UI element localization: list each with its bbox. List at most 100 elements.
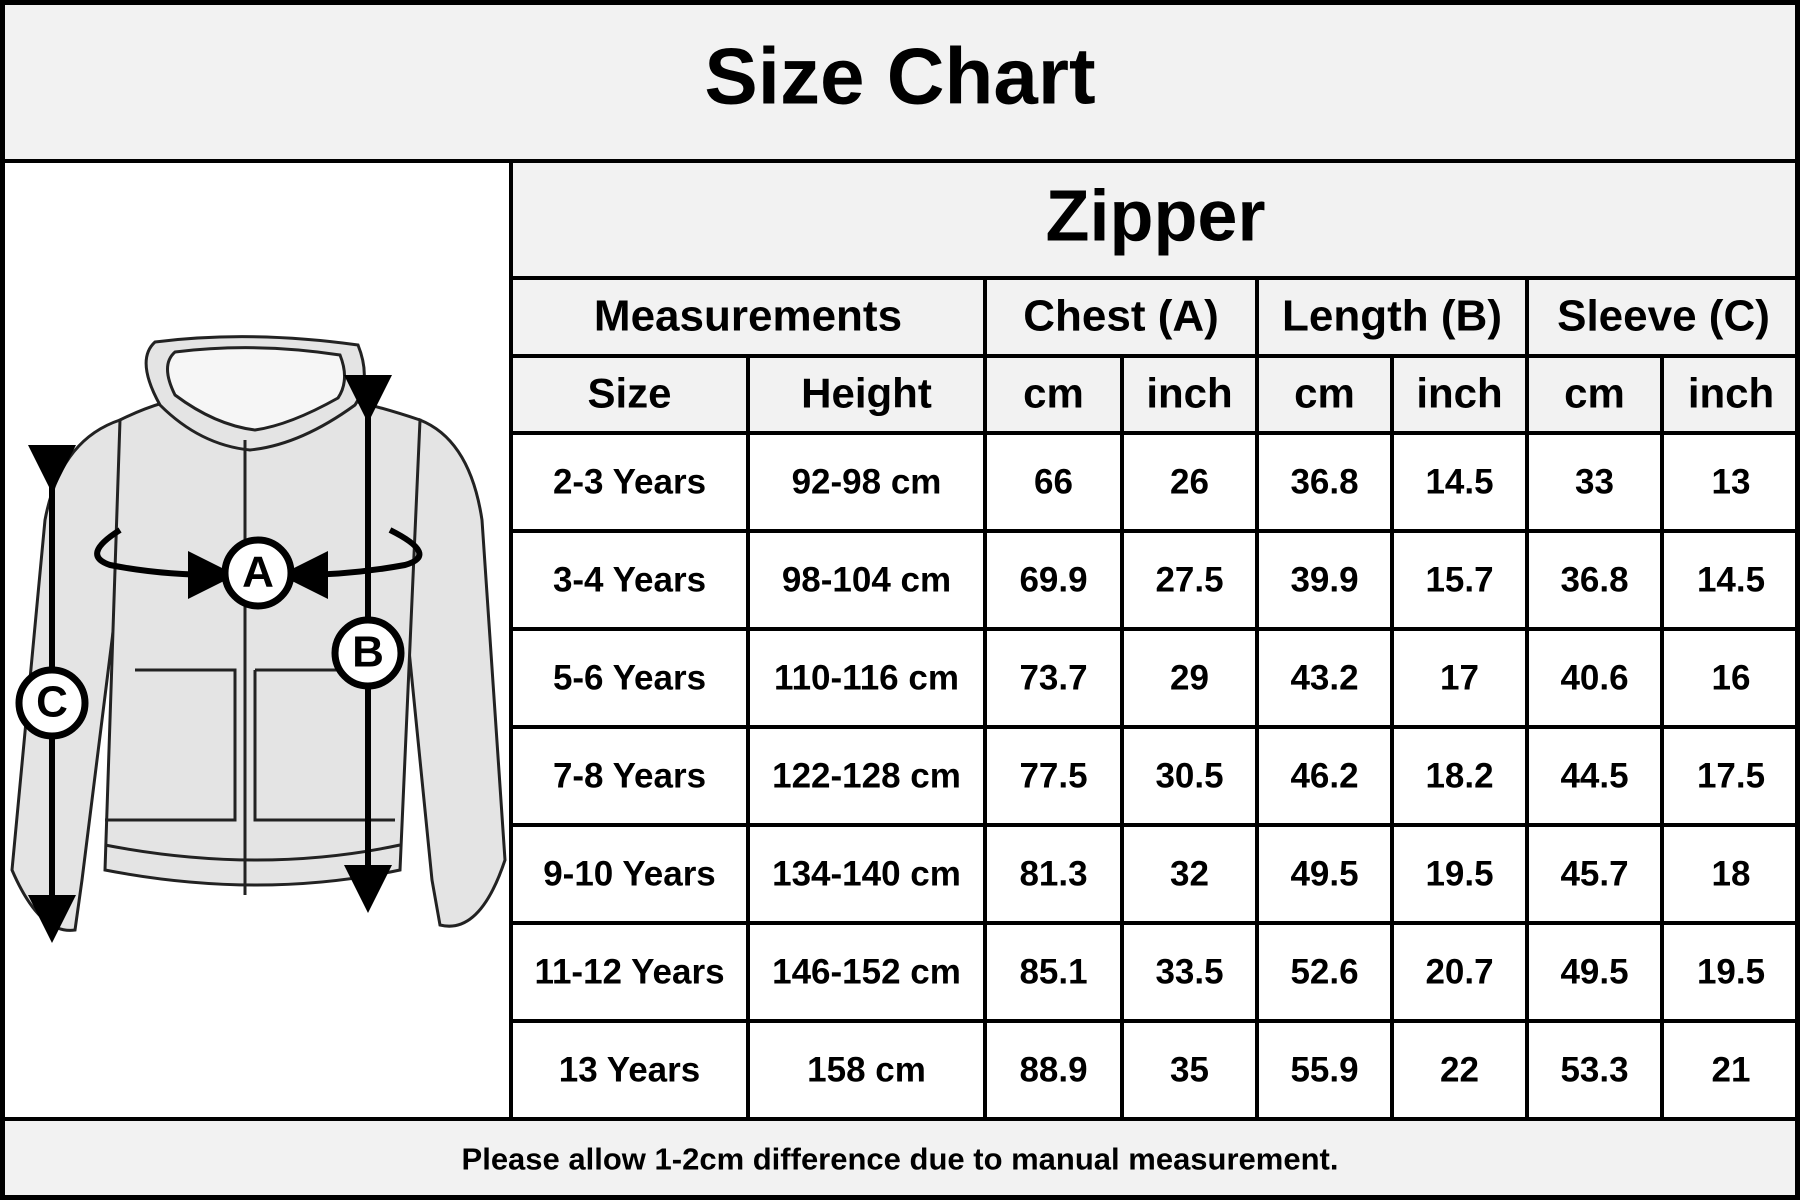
table-cell: 7-8 Years (553, 756, 706, 795)
column-header-cell (1255, 354, 1394, 435)
table-cell-cell (1390, 725, 1529, 827)
table-cell-cell (746, 921, 987, 1023)
label-c: C (36, 678, 68, 727)
table-cell-cell (1390, 921, 1529, 1023)
right-sleeve (398, 417, 507, 928)
table-cell-cell (983, 627, 1124, 729)
table-cell: 33 (1575, 462, 1614, 501)
table-cell-cell (1660, 1019, 1800, 1121)
label-c-circle (15, 666, 89, 740)
table-cell-cell (1660, 627, 1800, 729)
column-header: inch (1146, 370, 1232, 417)
table-cell-cell (1255, 823, 1394, 925)
group-header: Chest (A) (1023, 292, 1219, 341)
table-cell: 98-104 cm (782, 560, 951, 599)
table-cell: 26 (1170, 462, 1209, 501)
table-cell: 13 Years (559, 1050, 700, 1089)
table-cell: 36.8 (1290, 462, 1358, 501)
table-cell-cell (509, 627, 750, 729)
table-cell-cell (509, 1019, 750, 1121)
hoodie-diagram (10, 335, 507, 943)
table-cell: 2-3 Years (553, 462, 706, 501)
table-cell: 122-128 cm (772, 756, 961, 795)
table-cell-cell (1255, 627, 1394, 729)
table-cell: 46.2 (1290, 756, 1358, 795)
table-cell: 32 (1170, 854, 1209, 893)
table-cell: 66 (1034, 462, 1073, 501)
table-cell: 30.5 (1155, 756, 1223, 795)
table-cell-cell (1525, 725, 1664, 827)
table-cell: 20.7 (1425, 952, 1493, 991)
table-cell: 49.5 (1290, 854, 1358, 893)
table-cell: 33.5 (1155, 952, 1223, 991)
table-cell: 53.3 (1560, 1050, 1628, 1089)
column-header: Size (587, 370, 671, 417)
table-cell-cell (1120, 431, 1259, 533)
table-cell-cell (1255, 921, 1394, 1023)
table-cell-cell (1120, 1019, 1259, 1121)
table-cell-cell (1525, 529, 1664, 631)
table-cell: 158 cm (807, 1050, 926, 1089)
table-cell: 27.5 (1155, 560, 1223, 599)
table-cell: 19.5 (1697, 952, 1765, 991)
label-a-circle (221, 536, 295, 610)
table-cell: 17.5 (1697, 756, 1765, 795)
column-header: cm (1023, 370, 1084, 417)
column-header: inch (1416, 370, 1502, 417)
footer-cell (0, 1117, 1800, 1200)
table-cell: 85.1 (1019, 952, 1087, 991)
table-cell: 14.5 (1697, 560, 1765, 599)
column-header: cm (1294, 370, 1355, 417)
table-cell-cell (1120, 529, 1259, 631)
table-cell: 40.6 (1560, 658, 1628, 697)
footer: Please allow 1-2cm difference due to man… (462, 1142, 1339, 1177)
column-header-cell (509, 354, 750, 435)
column-header-cell (1660, 354, 1800, 435)
group-header: Measurements (594, 292, 902, 341)
table-cell: 49.5 (1560, 952, 1628, 991)
table-cell-cell (1525, 1019, 1664, 1121)
table-cell-cell (983, 725, 1124, 827)
table-cell: 81.3 (1019, 854, 1087, 893)
table-cell: 9-10 Years (543, 854, 716, 893)
table-cell: 55.9 (1290, 1050, 1358, 1089)
table-cell: 43.2 (1290, 658, 1358, 697)
table-cell: 16 (1712, 658, 1751, 697)
column-header: cm (1564, 370, 1625, 417)
column-header: Height (801, 370, 932, 417)
arrow-a-right (280, 527, 423, 599)
table-cell: 52.6 (1290, 952, 1358, 991)
table-title-cell (509, 159, 1800, 280)
table-cell: 19.5 (1425, 854, 1493, 893)
table-cell-cell (1660, 921, 1800, 1023)
group-header: Sleeve (C) (1557, 292, 1770, 341)
table-cell: 36.8 (1560, 560, 1628, 599)
left-pocket (105, 668, 237, 822)
table-cell-cell (746, 823, 987, 925)
label-b-circle (331, 616, 405, 690)
table-cell: 146-152 cm (772, 952, 961, 991)
table-cell: 45.7 (1560, 854, 1628, 893)
table-cell: 88.9 (1019, 1050, 1087, 1089)
column-header: inch (1688, 370, 1774, 417)
table-cell-cell (1120, 627, 1259, 729)
table-cell: 17 (1440, 658, 1479, 697)
column-header-cell (1120, 354, 1259, 435)
table-cell-cell (509, 823, 750, 925)
table-cell: 35 (1170, 1050, 1209, 1089)
label-a: A (242, 548, 274, 597)
table-cell-cell (1525, 823, 1664, 925)
table-cell: 13 (1712, 462, 1751, 501)
table-cell: 11-12 Years (534, 952, 724, 991)
table-cell-cell (983, 431, 1124, 533)
table-title: Zipper (1045, 177, 1265, 257)
table-cell: 21 (1712, 1050, 1751, 1089)
title: Size Chart (704, 32, 1095, 121)
table-cell: 110-116 cm (774, 658, 959, 697)
table-cell: 73.7 (1019, 658, 1087, 697)
label-b: B (352, 628, 384, 677)
table-cell: 44.5 (1560, 756, 1628, 795)
table-cell: 14.5 (1425, 462, 1493, 501)
